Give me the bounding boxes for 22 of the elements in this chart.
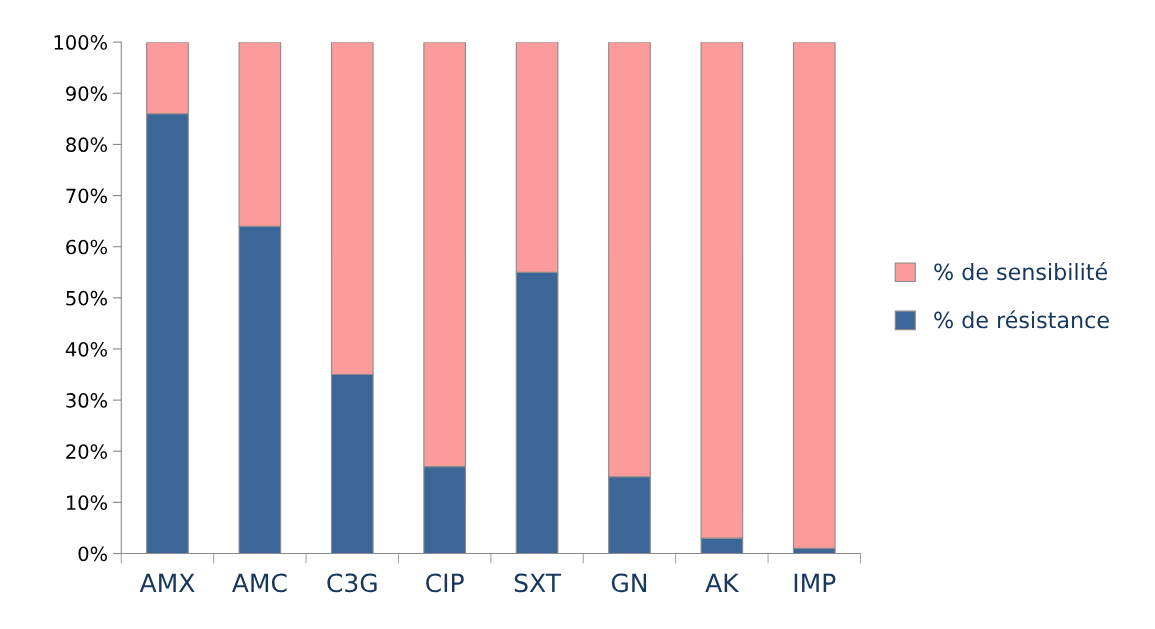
y-tick-label: 80% [66, 137, 108, 153]
legend-label: % de résistance [934, 310, 1109, 329]
bar [792, 42, 836, 549]
legend-label: % de sensibilité [934, 262, 1107, 281]
x-tick-label: GN [611, 573, 647, 593]
y-tick-label: 90% [66, 86, 108, 101]
x-tick-label: CIP [426, 573, 464, 593]
y-tick-label: 0% [78, 546, 108, 562]
x-tick-label: C3G [327, 573, 377, 593]
y-tick-label: 100% [54, 35, 108, 50]
x-tick-label: AMC [232, 573, 287, 593]
y-tick-label: 10% [67, 495, 108, 511]
x-tick-label: SXT [514, 573, 562, 593]
y-tick-label: 20% [66, 444, 108, 459]
y-tick-label: 60% [66, 239, 108, 255]
x-tick-label: AK [705, 573, 740, 592]
y-tick-label: 40% [65, 341, 108, 357]
x-tick-label: AMX [139, 573, 195, 592]
x-tick-label: IMP [794, 573, 836, 592]
y-tick-label: 30% [66, 393, 108, 408]
y-tick-label: 70% [66, 188, 108, 204]
y-tick-label: 50% [66, 290, 108, 306]
